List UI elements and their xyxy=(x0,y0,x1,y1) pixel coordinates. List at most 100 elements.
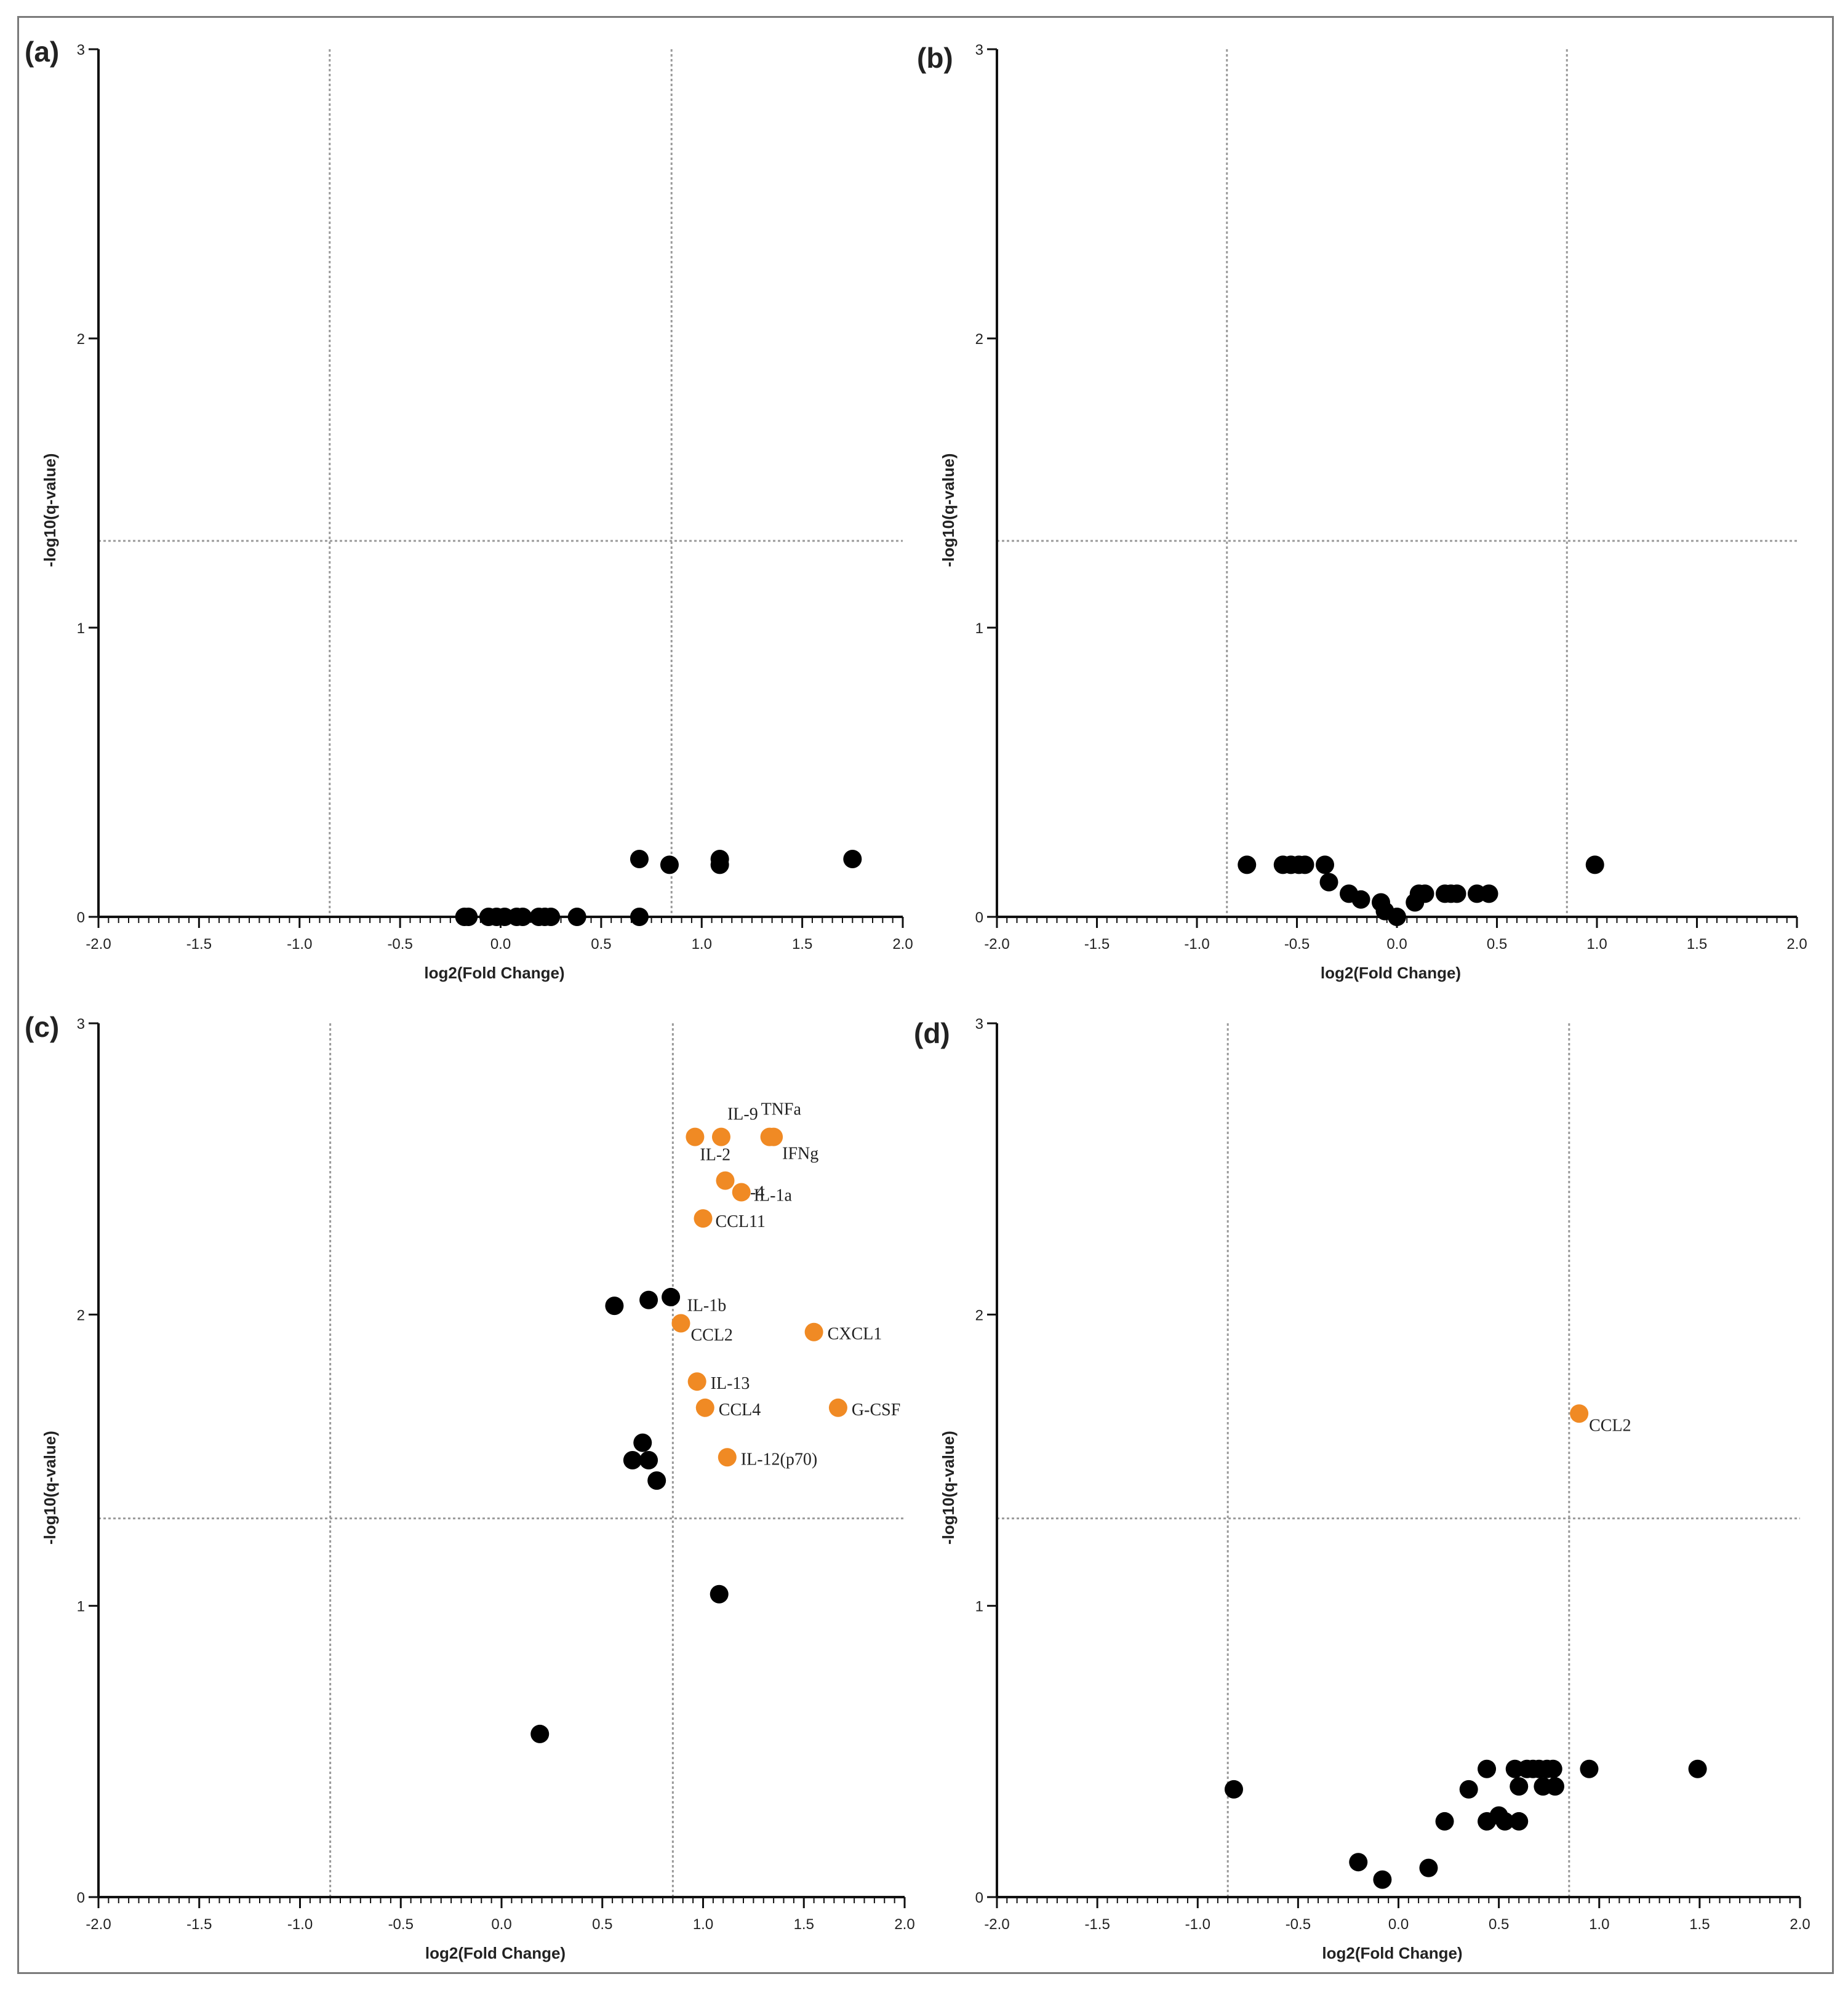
x-tick-label: -0.5 xyxy=(1284,936,1310,953)
x-tick-label: -1.5 xyxy=(1084,936,1110,953)
data-point xyxy=(1495,1812,1514,1831)
data-point xyxy=(662,1287,681,1306)
x-tick-label: 0.0 xyxy=(1388,1916,1409,1933)
x-tick-label: 0.0 xyxy=(491,1916,511,1933)
y-tick-label: 1 xyxy=(77,1599,85,1615)
data-point xyxy=(459,908,478,926)
x-axis-title: log2(Fold Change) xyxy=(425,1944,566,1962)
panel-a: (a) -2.0 -1.5 -1.0 -0.5 0.0 0.5 1.0 1.5 2.0 0 1 2 3 lo… xyxy=(25,36,913,982)
data-point xyxy=(530,1724,550,1743)
data-point xyxy=(1349,1853,1368,1872)
x-tick-label: -1.5 xyxy=(186,936,212,953)
highlighted-point xyxy=(695,1398,714,1417)
data-point xyxy=(630,908,649,926)
data-point xyxy=(1388,908,1406,926)
data-point xyxy=(567,908,586,926)
x-tick-label: -1.0 xyxy=(287,936,312,953)
x-tick-label: 2.0 xyxy=(894,1916,914,1933)
x-tick-label: 1.5 xyxy=(794,1916,814,1933)
data-point xyxy=(639,1451,658,1469)
data-point xyxy=(605,1297,624,1316)
point-label: CCL11 xyxy=(716,1212,766,1231)
x-tick-label: -2.0 xyxy=(86,1916,111,1933)
x-tick-label: -2.0 xyxy=(86,936,111,953)
x-tick-label: -1.5 xyxy=(1084,1916,1110,1933)
data-point xyxy=(1316,855,1334,874)
x-tick-label: 1.0 xyxy=(1586,936,1607,953)
panel-label: (b) xyxy=(917,42,953,74)
data-point xyxy=(542,908,561,926)
point-label: CCL2 xyxy=(1589,1416,1631,1435)
x-tick-label: 1.5 xyxy=(1687,936,1707,953)
point-label: CCL2 xyxy=(690,1326,732,1345)
y-axis-title: -log10(q-value) xyxy=(41,1431,59,1544)
panel-label: (c) xyxy=(25,1011,59,1043)
y-axis-title: -log10(q-value) xyxy=(41,454,59,567)
data-point xyxy=(1479,884,1498,903)
x-tick-label: -1.0 xyxy=(287,1916,313,1933)
y-tick-label: 1 xyxy=(975,620,983,637)
highlighted-point xyxy=(694,1209,713,1228)
x-axis-title: log2(Fold Change) xyxy=(1321,964,1461,982)
x-tick-label: 0.5 xyxy=(591,936,611,953)
y-tick-label: 3 xyxy=(975,42,983,58)
y-tick-label: 1 xyxy=(77,620,85,637)
panel-label: (d) xyxy=(914,1017,950,1049)
x-tick-label: 0.0 xyxy=(490,936,511,953)
y-tick-label: 2 xyxy=(975,331,983,348)
y-tick-label: 0 xyxy=(77,1890,85,1906)
x-tick-label: -1.0 xyxy=(1185,1916,1210,1933)
highlighted-point xyxy=(1570,1404,1589,1423)
data-point xyxy=(639,1290,658,1309)
data-point xyxy=(1295,855,1314,874)
y-tick-label: 3 xyxy=(77,1016,85,1033)
x-tick-label: 0.5 xyxy=(1487,936,1507,953)
x-tick-label: 0.5 xyxy=(592,1916,612,1933)
data-point xyxy=(1510,1812,1529,1831)
panel-b: (b) -2.0 -1.5 -1.0 -0.5 0.0 0.5 1.0 1.5 2.0 0 1 2 3 lo… xyxy=(917,42,1807,982)
panel-d: (d) -2.0 -1.5 -1.0 -0.5 0.0 0.5 1.0 1.5 2.0 0 1 2 3 lo… xyxy=(914,1016,1810,1962)
point-label: IL-1b xyxy=(687,1297,726,1316)
highlighted-point xyxy=(716,1171,735,1190)
y-axis-title: -log10(q-value) xyxy=(939,454,958,567)
highlighted-point xyxy=(828,1398,847,1417)
highlighted-point xyxy=(686,1127,705,1146)
data-point xyxy=(633,1433,652,1452)
point-label: CXCL1 xyxy=(828,1325,882,1344)
highlighted-point xyxy=(687,1372,706,1391)
panel-label: (a) xyxy=(25,36,59,68)
point-label: IL-9 xyxy=(727,1105,758,1124)
x-tick-label: 0.0 xyxy=(1386,936,1407,953)
data-point xyxy=(660,855,679,874)
data-point xyxy=(1224,1780,1243,1799)
data-point xyxy=(1419,1858,1438,1877)
highlighted-point xyxy=(804,1322,823,1341)
data-point xyxy=(710,855,729,874)
point-label: IL-1a xyxy=(754,1186,793,1205)
highlighted-point xyxy=(671,1314,690,1333)
x-tick-label: 0.5 xyxy=(1489,1916,1509,1933)
data-point xyxy=(1510,1777,1529,1796)
data-point xyxy=(1545,1777,1564,1796)
x-tick-label: -1.5 xyxy=(186,1916,212,1933)
y-tick-label: 3 xyxy=(77,42,85,58)
y-tick-label: 2 xyxy=(77,1307,85,1324)
data-point xyxy=(647,1471,666,1490)
highlighted-point xyxy=(764,1127,783,1146)
y-tick-label: 2 xyxy=(975,1307,983,1324)
y-tick-label: 1 xyxy=(975,1599,983,1615)
point-label: TNFa xyxy=(761,1100,802,1119)
figure-frame xyxy=(17,16,1834,1974)
y-tick-label: 3 xyxy=(975,1016,983,1033)
x-tick-label: -0.5 xyxy=(1286,1916,1311,1933)
y-tick-label: 0 xyxy=(975,1890,983,1906)
x-tick-label: -0.5 xyxy=(388,1916,414,1933)
data-point xyxy=(623,1451,642,1469)
point-label: G-CSF xyxy=(852,1401,900,1420)
x-tick-label: 1.5 xyxy=(1689,1916,1710,1933)
data-point xyxy=(1447,884,1466,903)
y-tick-label: 2 xyxy=(77,331,85,348)
y-axis-title: -log10(q-value) xyxy=(939,1431,958,1544)
data-point xyxy=(1351,890,1370,909)
